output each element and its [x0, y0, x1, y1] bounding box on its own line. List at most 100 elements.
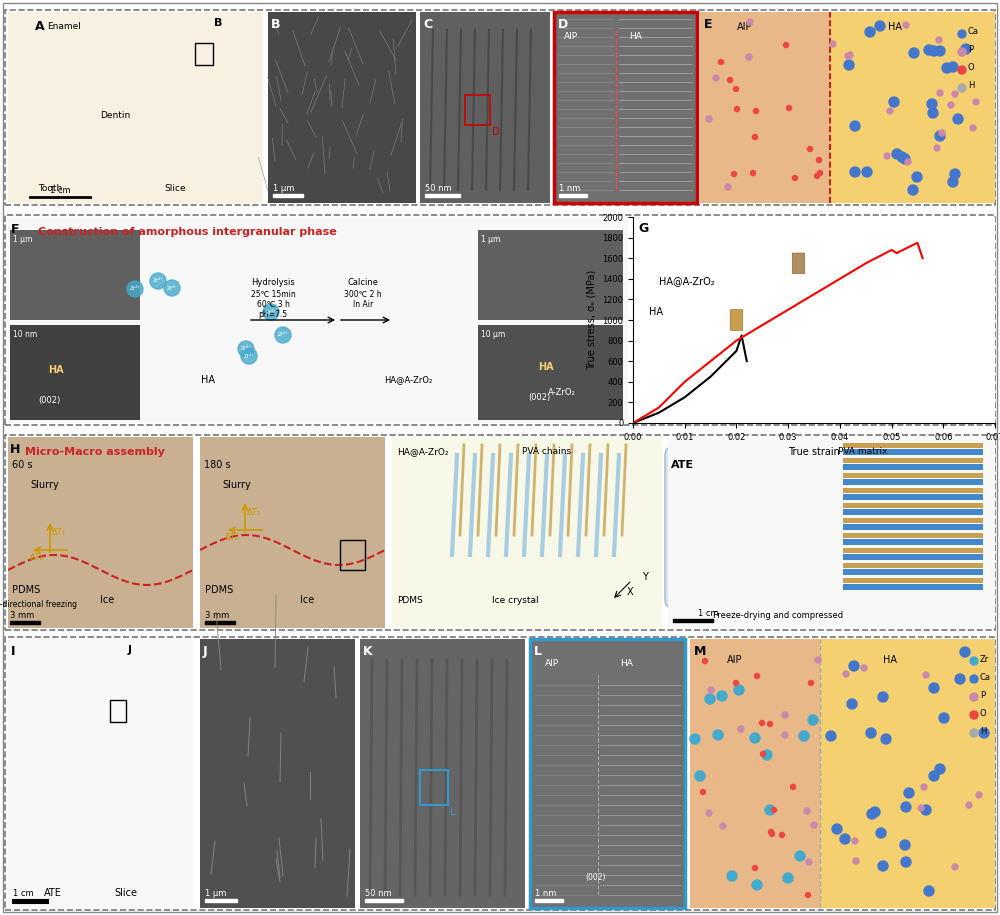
Text: 300℃ 2 h: 300℃ 2 h — [344, 290, 382, 299]
Bar — [843, 443, 983, 448]
Circle shape — [761, 751, 766, 757]
Text: ΔT₂: ΔT₂ — [30, 553, 44, 562]
Circle shape — [961, 44, 971, 54]
Circle shape — [734, 87, 738, 92]
Bar — [5, 10, 995, 205]
Circle shape — [847, 699, 857, 709]
Bar — [700, 12, 995, 203]
Circle shape — [811, 822, 817, 828]
Text: Tooth: Tooth — [38, 184, 62, 193]
Circle shape — [952, 864, 958, 870]
Circle shape — [875, 21, 885, 31]
Text: PDMS: PDMS — [12, 585, 40, 595]
Bar — [392, 437, 662, 628]
Text: PDMS: PDMS — [205, 585, 233, 595]
Text: 1 μm: 1 μm — [13, 235, 32, 244]
Y-axis label: True stress, σₑ (MPa): True stress, σₑ (MPa) — [587, 270, 597, 371]
Polygon shape — [432, 555, 652, 585]
Circle shape — [887, 108, 893, 114]
Text: O: O — [980, 708, 987, 717]
Circle shape — [840, 834, 850, 844]
Bar — [200, 437, 385, 628]
Circle shape — [734, 681, 738, 685]
FancyBboxPatch shape — [25, 22, 125, 202]
Text: Ice crystal: Ice crystal — [492, 596, 539, 605]
Circle shape — [960, 647, 970, 657]
Circle shape — [750, 733, 760, 743]
Text: (002): (002) — [38, 395, 60, 404]
Text: Ice: Ice — [100, 595, 114, 605]
Circle shape — [878, 692, 888, 702]
Bar — [559, 194, 587, 197]
Circle shape — [901, 857, 911, 867]
Text: 1 μm: 1 μm — [205, 889, 226, 898]
Bar — [110, 700, 126, 722]
Circle shape — [948, 102, 954, 108]
Text: 50 nm: 50 nm — [365, 889, 392, 898]
Circle shape — [755, 673, 760, 679]
Bar — [554, 12, 697, 203]
Text: ATE: ATE — [671, 460, 694, 470]
Circle shape — [713, 75, 719, 81]
Text: Dual-directional freezing: Dual-directional freezing — [0, 600, 78, 609]
Circle shape — [850, 167, 860, 177]
Text: Zr⁴⁺: Zr⁴⁺ — [152, 278, 164, 284]
Bar — [365, 899, 403, 902]
Bar — [843, 494, 983, 500]
Bar — [690, 639, 995, 908]
Circle shape — [760, 720, 765, 726]
Circle shape — [958, 66, 966, 74]
Bar — [420, 770, 448, 805]
Circle shape — [939, 130, 945, 136]
Bar — [843, 503, 983, 508]
Circle shape — [792, 176, 798, 180]
Text: I: I — [11, 645, 16, 658]
Text: Zr⁴⁺: Zr⁴⁺ — [130, 286, 140, 292]
Bar — [820, 639, 995, 908]
Circle shape — [921, 784, 927, 790]
Circle shape — [706, 116, 712, 122]
Circle shape — [806, 892, 810, 898]
Bar — [535, 899, 563, 902]
Bar — [843, 533, 983, 538]
Circle shape — [804, 808, 810, 814]
Bar — [843, 518, 983, 523]
Text: D: D — [558, 18, 568, 31]
Bar — [843, 488, 983, 493]
Text: A-ZrO₂: A-ZrO₂ — [548, 388, 576, 397]
Text: Ca: Ca — [968, 27, 979, 37]
Circle shape — [904, 788, 914, 798]
Bar — [843, 563, 983, 568]
Bar — [8, 437, 193, 628]
Bar — [690, 639, 820, 908]
Circle shape — [927, 99, 937, 109]
Text: B: B — [214, 18, 222, 28]
Text: Freeze-drying and compressed: Freeze-drying and compressed — [713, 611, 843, 620]
FancyBboxPatch shape — [197, 262, 219, 368]
Circle shape — [738, 726, 744, 732]
Bar — [10, 230, 140, 320]
Circle shape — [762, 750, 772, 760]
Text: J: J — [128, 645, 132, 655]
Circle shape — [948, 62, 958, 72]
Text: Slice: Slice — [164, 184, 186, 193]
Circle shape — [754, 109, 759, 113]
Circle shape — [806, 859, 812, 865]
Text: Ice: Ice — [300, 595, 314, 605]
Circle shape — [909, 48, 919, 58]
Text: P: P — [968, 46, 973, 55]
Text: Zr⁴⁺: Zr⁴⁺ — [278, 332, 288, 338]
Text: 1 μm: 1 μm — [481, 235, 500, 244]
Text: AIP: AIP — [727, 655, 743, 665]
Text: J: J — [203, 645, 208, 658]
Bar — [360, 639, 525, 908]
Bar — [425, 194, 460, 197]
Circle shape — [832, 824, 842, 834]
Bar — [10, 621, 40, 624]
Circle shape — [901, 802, 911, 812]
Bar — [843, 524, 983, 530]
Bar — [530, 639, 685, 908]
Text: Zr⁴⁺: Zr⁴⁺ — [166, 285, 178, 290]
Text: X: X — [627, 587, 634, 597]
Text: HA@A-ZrO₂: HA@A-ZrO₂ — [397, 447, 448, 456]
